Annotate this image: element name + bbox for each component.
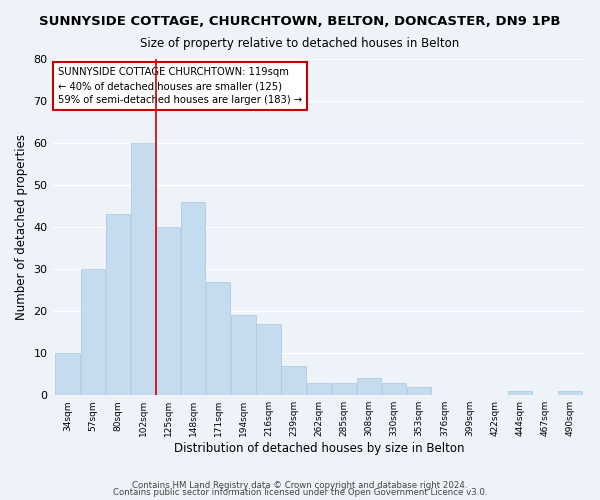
Bar bbox=[206, 282, 230, 395]
Bar bbox=[508, 391, 532, 395]
Bar bbox=[307, 382, 331, 395]
Text: Contains HM Land Registry data © Crown copyright and database right 2024.: Contains HM Land Registry data © Crown c… bbox=[132, 480, 468, 490]
Bar bbox=[558, 391, 582, 395]
Bar bbox=[106, 214, 130, 395]
Bar bbox=[131, 143, 155, 395]
Y-axis label: Number of detached properties: Number of detached properties bbox=[15, 134, 28, 320]
Bar bbox=[80, 269, 105, 395]
Text: Contains public sector information licensed under the Open Government Licence v3: Contains public sector information licen… bbox=[113, 488, 487, 497]
Bar bbox=[156, 227, 180, 395]
Text: SUNNYSIDE COTTAGE CHURCHTOWN: 119sqm
← 40% of detached houses are smaller (125)
: SUNNYSIDE COTTAGE CHURCHTOWN: 119sqm ← 4… bbox=[58, 68, 302, 106]
Text: Size of property relative to detached houses in Belton: Size of property relative to detached ho… bbox=[140, 38, 460, 51]
Text: SUNNYSIDE COTTAGE, CHURCHTOWN, BELTON, DONCASTER, DN9 1PB: SUNNYSIDE COTTAGE, CHURCHTOWN, BELTON, D… bbox=[39, 15, 561, 28]
Bar bbox=[181, 202, 205, 395]
Bar bbox=[281, 366, 306, 395]
Bar bbox=[256, 324, 281, 395]
Bar bbox=[55, 353, 80, 395]
Bar bbox=[382, 382, 406, 395]
Bar bbox=[357, 378, 381, 395]
Bar bbox=[407, 387, 431, 395]
Bar bbox=[332, 382, 356, 395]
Bar bbox=[231, 316, 256, 395]
X-axis label: Distribution of detached houses by size in Belton: Distribution of detached houses by size … bbox=[173, 442, 464, 455]
